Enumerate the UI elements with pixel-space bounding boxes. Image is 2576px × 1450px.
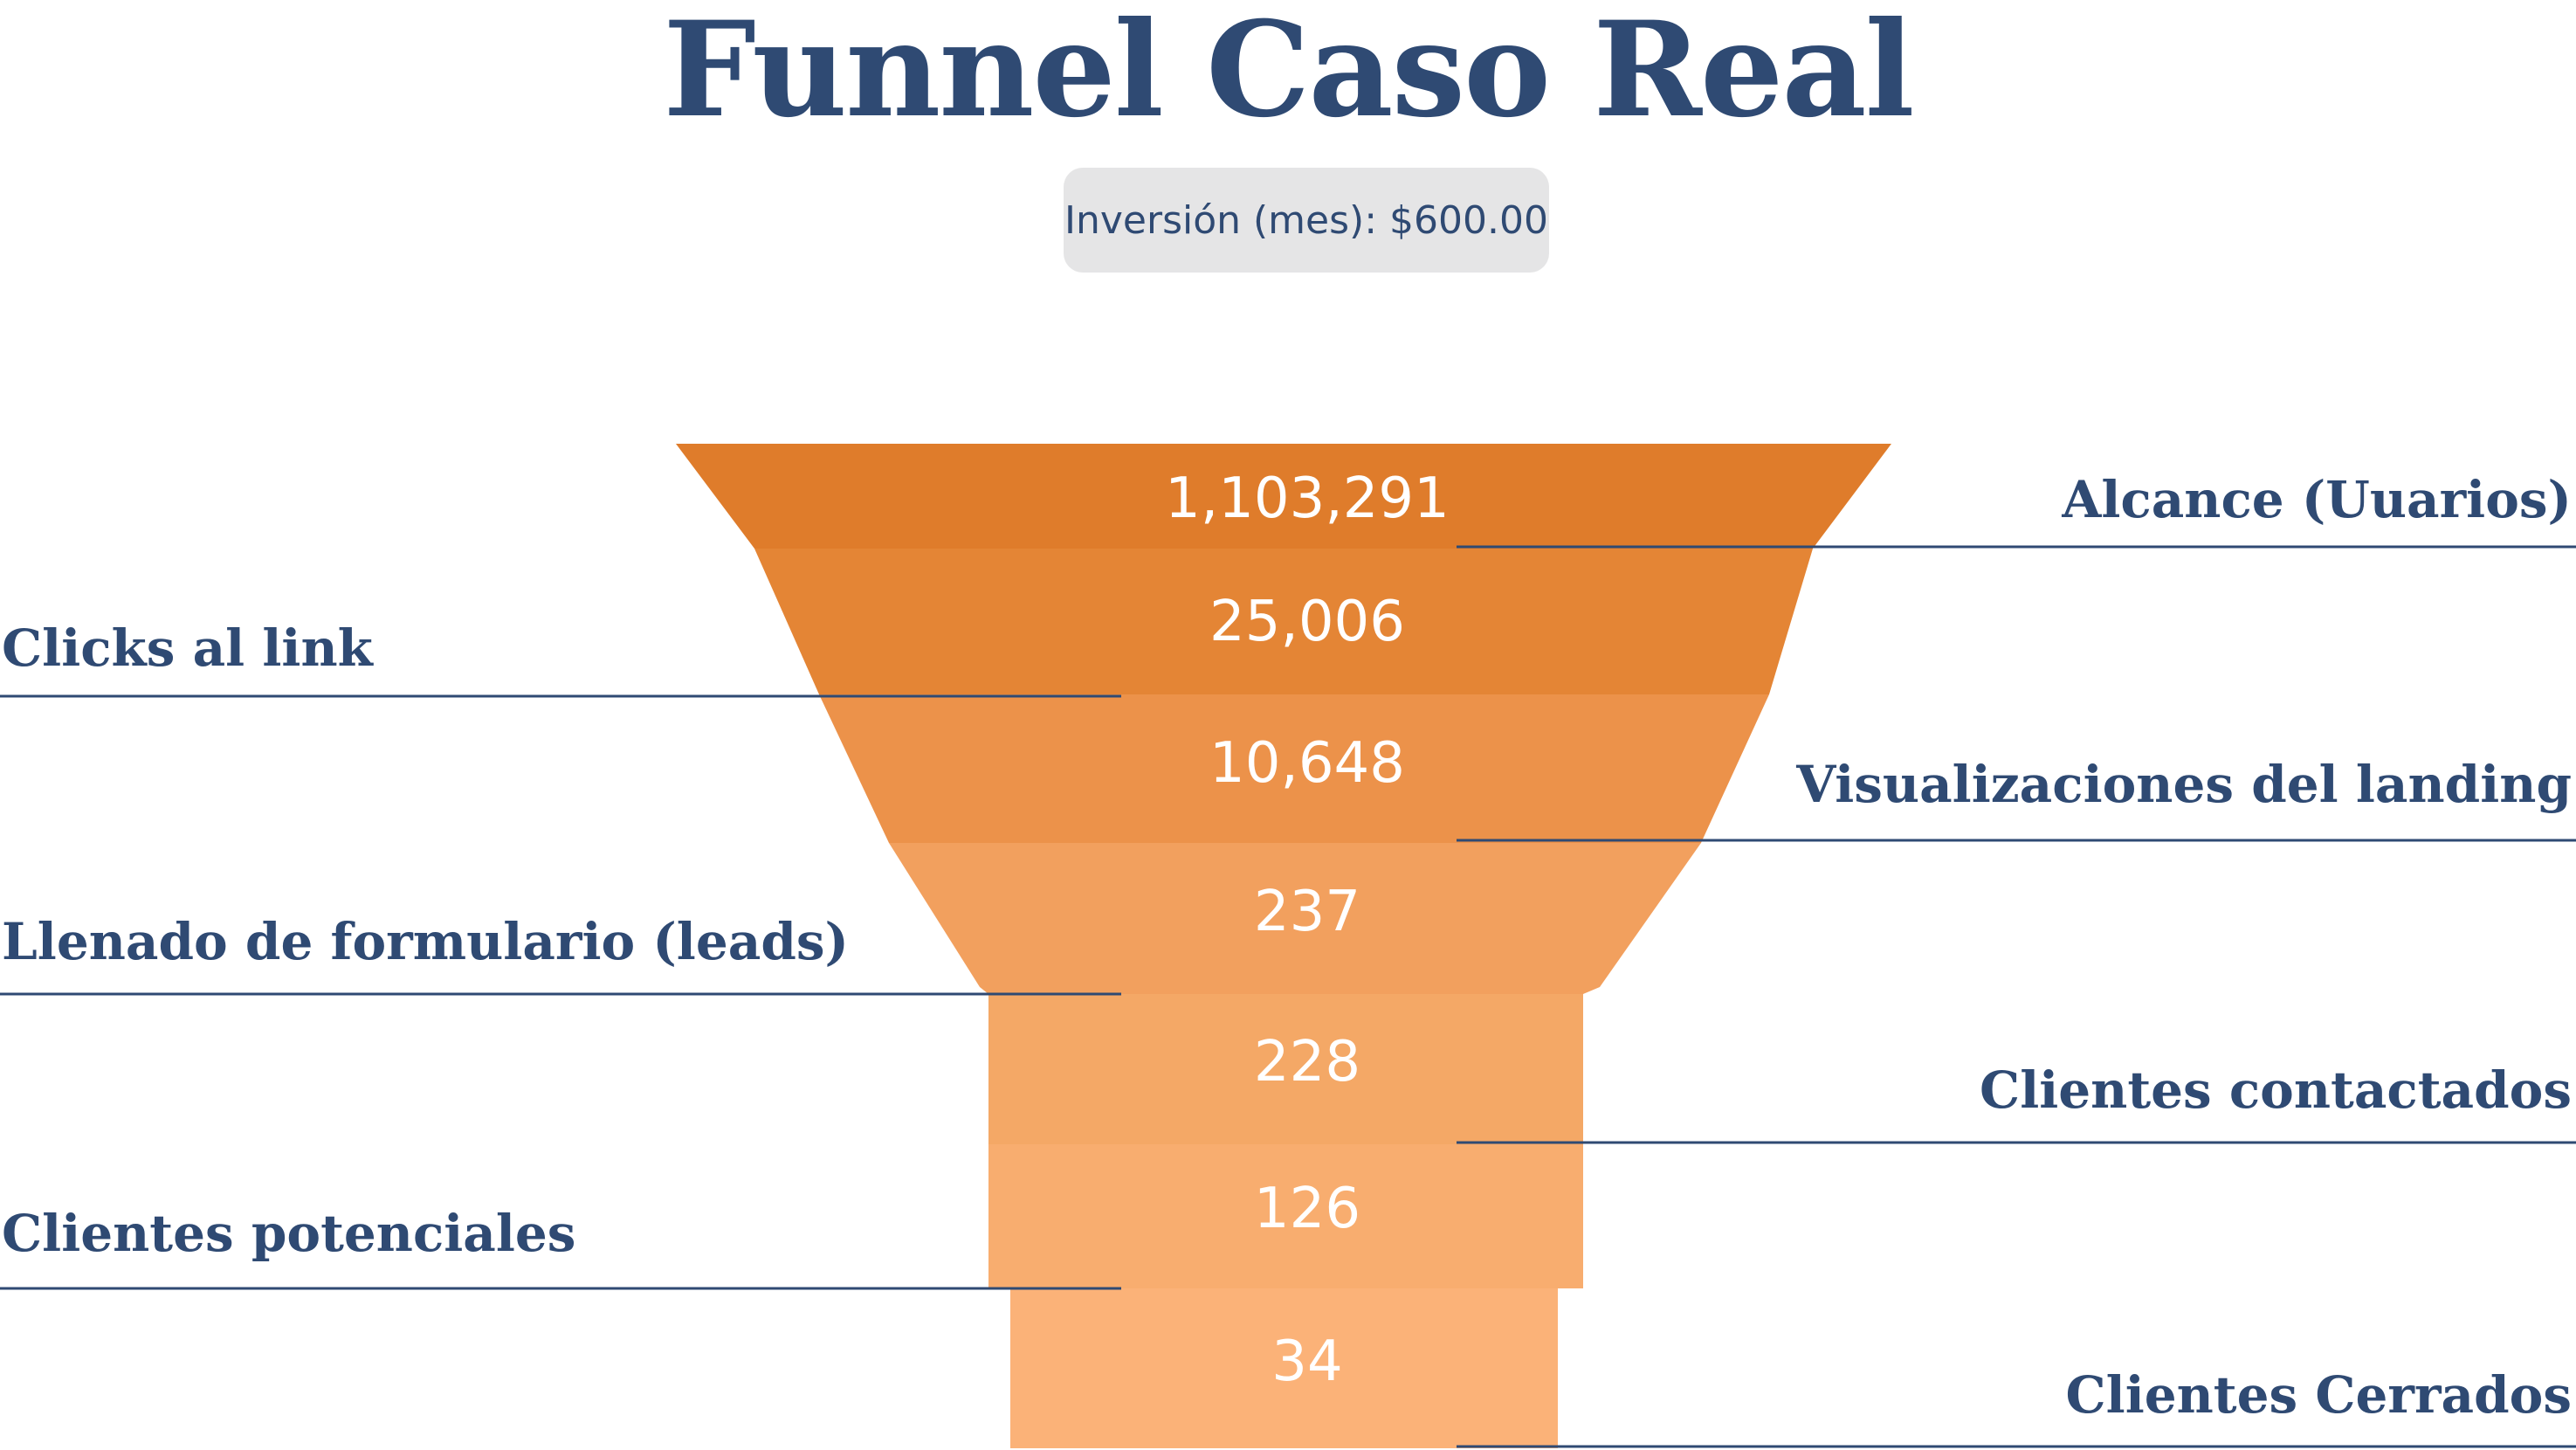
stage-label: Clientes Cerrados	[2066, 1365, 2573, 1425]
funnel-segment	[676, 444, 1891, 549]
investment-badge: Inversión (mes): $600.00	[1064, 168, 1549, 273]
stage-label: Visualizaciones del landing	[1795, 755, 2572, 814]
funnel-value: 126	[1254, 1177, 1360, 1241]
funnel-segment	[1010, 1288, 1558, 1448]
funnel-segment	[819, 694, 1769, 843]
funnel-segment	[988, 1144, 1583, 1288]
stage-label: Llenado de formulario (leads)	[2, 912, 849, 971]
funnel-segment	[988, 994, 1583, 1144]
page-title: Funnel Caso Real	[663, 0, 1914, 147]
stage-label: Alcance (Uuarios)	[2061, 470, 2572, 529]
funnel-segment	[889, 843, 1701, 994]
stage-label: Clientes contactados	[1980, 1060, 2572, 1120]
investment-badge-label: Inversión (mes): $600.00	[1064, 197, 1548, 243]
stage-label: Clientes potenciales	[2, 1204, 575, 1263]
stage-label: Clicks al link	[2, 618, 375, 678]
funnel-value: 237	[1254, 880, 1360, 944]
funnel-value: 1,103,291	[1165, 466, 1450, 531]
funnel-value: 10,648	[1209, 731, 1405, 796]
funnel-value: 34	[1271, 1329, 1342, 1394]
funnel-segment	[754, 549, 1813, 694]
funnel-value: 228	[1254, 1030, 1360, 1094]
funnel-value: 25,006	[1209, 590, 1405, 654]
